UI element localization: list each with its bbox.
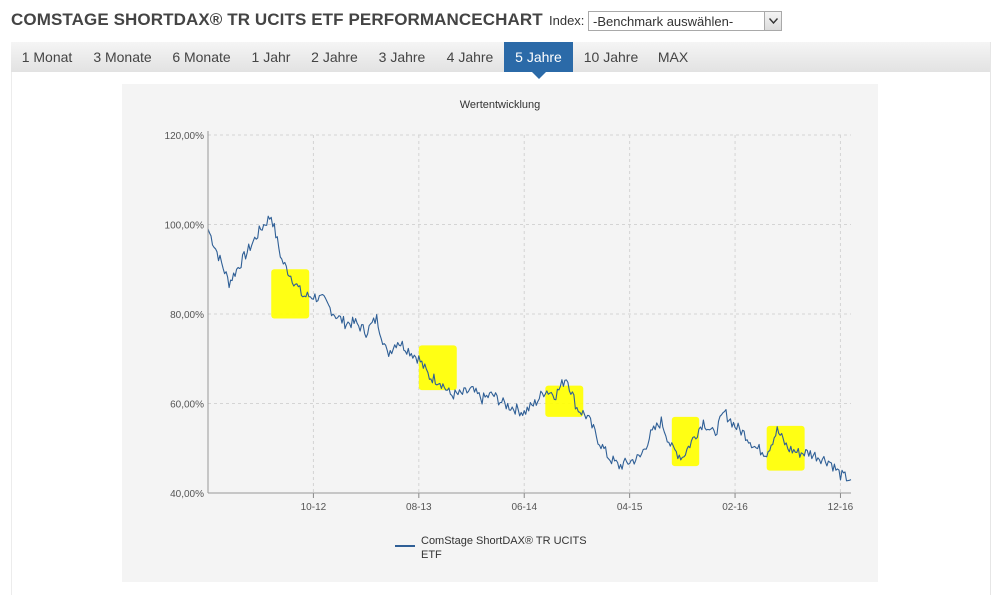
highlight-marker bbox=[418, 345, 457, 391]
tab-10-jahre[interactable]: 10 Jahre bbox=[573, 42, 649, 72]
x-tick-label: 04-15 bbox=[617, 502, 643, 513]
y-tick-label: 60,00% bbox=[170, 400, 204, 411]
y-tick-label: 40,00% bbox=[170, 489, 204, 500]
y-tick-label: 120,00% bbox=[165, 131, 205, 142]
tab-3-monate[interactable]: 3 Monate bbox=[83, 42, 162, 72]
tab-label: 4 Jahre bbox=[446, 49, 494, 65]
header: COMSTAGE SHORTDAX® TR UCITS ETF PERFORMA… bbox=[0, 0, 1000, 42]
highlight-marker bbox=[271, 269, 310, 319]
legend: ComStage ShortDAX® TR UCITS ETF bbox=[395, 535, 587, 561]
tab-label: 1 Monat bbox=[21, 49, 73, 65]
highlights bbox=[271, 269, 805, 471]
tab-2-jahre[interactable]: 2 Jahre bbox=[301, 42, 368, 72]
tab-label: 6 Monate bbox=[172, 49, 231, 65]
tab-1-jahr[interactable]: 1 Jahr bbox=[241, 42, 301, 72]
page-title: COMSTAGE SHORTDAX® TR UCITS ETF PERFORMA… bbox=[11, 10, 543, 29]
x-tick-label: 12-16 bbox=[828, 502, 854, 513]
benchmark-select[interactable]: -Benchmark auswählen- bbox=[588, 11, 782, 31]
period-tabs: 1 Monat 3 Monate 6 Monate 1 Jahr 2 Jahre… bbox=[11, 42, 990, 79]
x-tick-label: 06-14 bbox=[511, 502, 537, 513]
panel-border-right bbox=[990, 42, 991, 595]
y-tick-label: 100,00% bbox=[165, 221, 205, 232]
panel-border-left bbox=[11, 72, 12, 595]
x-tick-label: 10-12 bbox=[301, 502, 327, 513]
highlight-marker bbox=[545, 385, 584, 417]
tab-5-jahre[interactable]: 5 Jahre bbox=[504, 42, 573, 79]
x-tick-label: 02-16 bbox=[722, 502, 748, 513]
tab-3-jahre[interactable]: 3 Jahre bbox=[368, 42, 436, 72]
highlight-marker bbox=[671, 416, 700, 467]
tab-label: 2 Jahre bbox=[311, 49, 358, 65]
benchmark-select-value: -Benchmark auswählen- bbox=[593, 14, 734, 29]
tab-label: 3 Jahre bbox=[378, 49, 426, 65]
tab-label: 3 Monate bbox=[93, 49, 152, 65]
tab-1-monat[interactable]: 1 Monat bbox=[11, 42, 83, 72]
chart-title: Wertentwicklung bbox=[460, 99, 541, 111]
tab-label: 1 Jahr bbox=[251, 49, 291, 65]
tab-6-monate[interactable]: 6 Monate bbox=[162, 42, 241, 72]
performance-chart: Wertentwicklung 40,00% 60,00% 80,00% 100,00… bbox=[165, 99, 854, 561]
chevron-down-icon[interactable] bbox=[764, 12, 781, 30]
y-tick-label: 80,00% bbox=[170, 310, 204, 321]
legend-label: ComStage ShortDAX® TR UCITS bbox=[421, 535, 587, 547]
tab-label: 10 Jahre bbox=[583, 49, 639, 65]
index-label: Index: bbox=[549, 13, 585, 28]
tab-4-jahre[interactable]: 4 Jahre bbox=[436, 42, 504, 72]
tab-label: MAX bbox=[657, 49, 689, 65]
x-tick-label: 08-13 bbox=[406, 502, 432, 513]
legend-label-cont: ETF bbox=[421, 549, 442, 561]
highlight-marker bbox=[766, 425, 805, 471]
series-line bbox=[207, 215, 852, 482]
tab-max[interactable]: MAX bbox=[649, 42, 697, 72]
active-tab-caret bbox=[531, 72, 546, 79]
grid bbox=[208, 134, 851, 493]
series bbox=[207, 215, 852, 482]
axes: 40,00% 60,00% 80,00% 100,00% 120,00% 10-12 08-… bbox=[165, 131, 854, 513]
tab-label: 5 Jahre bbox=[515, 49, 562, 65]
chart-panel: Wertentwicklung 40,00% 60,00% 80,00% 100,00… bbox=[122, 84, 878, 582]
